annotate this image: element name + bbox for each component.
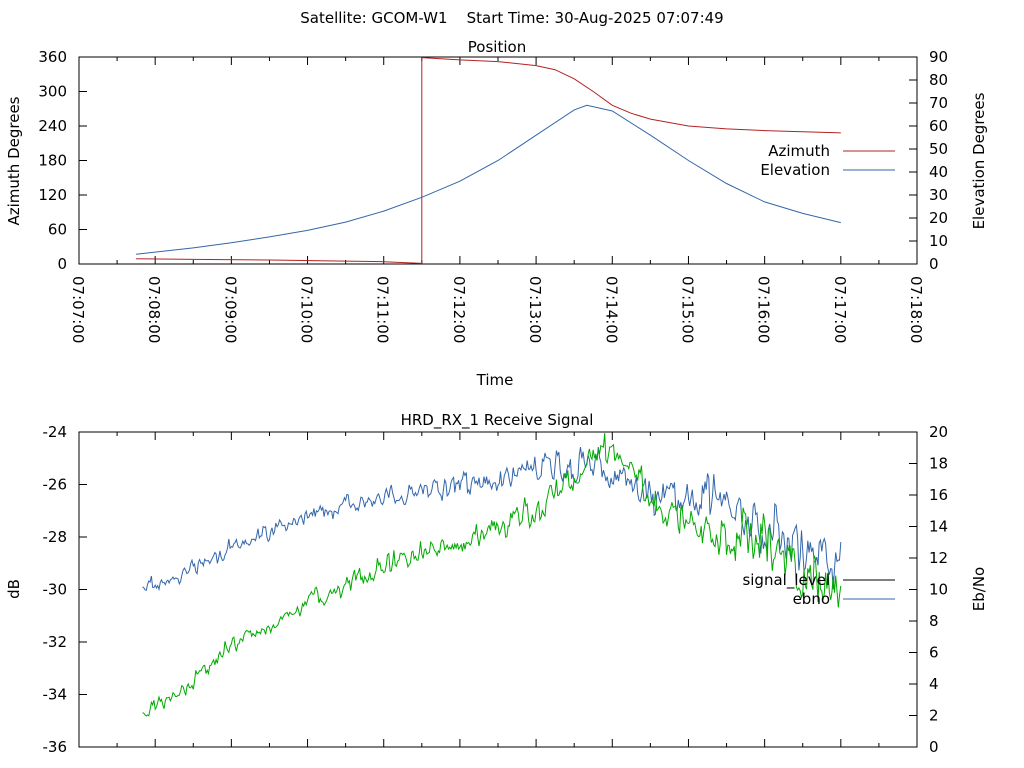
legend-label-azimuth: Azimuth bbox=[768, 142, 830, 160]
signal-title: HRD_RX_1 Receive Signal bbox=[401, 411, 594, 430]
position-y2-tick-label: 90 bbox=[929, 48, 948, 66]
position-y2-tick-label: 50 bbox=[929, 140, 948, 158]
position-y-tick-label: 120 bbox=[38, 186, 67, 204]
signal-plot-frame bbox=[78, 431, 918, 748]
position-y-tick-label: 240 bbox=[38, 117, 67, 135]
signal-level-trace bbox=[142, 447, 842, 592]
position-x-tick-label: 07:17:00 bbox=[831, 276, 849, 343]
signal-y-tick-label: -28 bbox=[43, 528, 68, 546]
position-y-tick-label: 360 bbox=[38, 48, 67, 66]
signal-y2-tick-label: 0 bbox=[929, 738, 939, 756]
signal-y-tick-label: -32 bbox=[43, 633, 68, 651]
signal-y2-tick-label: 2 bbox=[929, 707, 939, 725]
position-x-tick-label: 07:14:00 bbox=[602, 276, 620, 343]
position-y2-tick-label: 10 bbox=[929, 232, 948, 250]
signal-y-tick-label: -36 bbox=[43, 738, 68, 756]
position-x-tick-label: 07:08:00 bbox=[145, 276, 163, 343]
position-x-tick-label: 07:18:00 bbox=[907, 276, 925, 343]
position-x-tick-label: 07:10:00 bbox=[298, 276, 316, 343]
signal-y2-tick-label: 16 bbox=[929, 486, 948, 504]
position-y-tick-label: 0 bbox=[57, 255, 67, 273]
position-y-tick-label: 300 bbox=[38, 83, 67, 101]
signal-axes: -36 -34 -32 -30 -28 -26 -24 0 2 4 6 8 10 12 14 16 18 20 bbox=[43, 423, 949, 756]
signal-series bbox=[142, 433, 842, 717]
position-y2-tick-label: 70 bbox=[929, 94, 948, 112]
position-x-tick-label: 07:12:00 bbox=[450, 276, 468, 343]
signal-y-tick-label: -34 bbox=[43, 686, 68, 704]
signal-chart: HRD_RX_1 Receive Signal -36-34-32-30-28-… bbox=[5, 411, 988, 756]
ebno-trace bbox=[142, 433, 842, 717]
position-y-tick-label: 60 bbox=[48, 221, 67, 239]
position-y2-tick-label: 80 bbox=[929, 71, 948, 89]
position-title: Position bbox=[468, 38, 526, 56]
signal-y-tick-label: -24 bbox=[43, 423, 68, 441]
signal-y2-tick-label: 18 bbox=[929, 455, 948, 473]
position-x-tick-label: 07:07:00 bbox=[69, 276, 87, 343]
signal-y2-tick-label: 4 bbox=[929, 675, 939, 693]
signal-y-axis-label: dB bbox=[5, 579, 23, 599]
position-x-tick-label: 07:11:00 bbox=[374, 276, 392, 343]
position-y-tick-label: 180 bbox=[38, 152, 67, 170]
position-axes: 0 60 120 180 240 300 360 0 10 20 30 40 50 60 70 80 90 07:… bbox=[38, 48, 948, 343]
signal-legend: signal_level ebno bbox=[742, 571, 895, 608]
position-chart: Position 0 60 120 180 240 300 360 0 10 20 30 40 50 60… bbox=[5, 38, 988, 389]
position-x-tick-label: 07:13:00 bbox=[526, 276, 544, 343]
position-y2-axis-label: Elevation Degrees bbox=[970, 92, 988, 229]
position-y2-tick-label: 0 bbox=[929, 255, 939, 273]
position-x-tick-label: 07:16:00 bbox=[755, 276, 773, 343]
position-y2-tick-label: 20 bbox=[929, 209, 948, 227]
position-x-tick-label: 07:15:00 bbox=[678, 276, 696, 343]
signal-y2-tick-label: 14 bbox=[929, 518, 948, 536]
header-title: Satellite: GCOM-W1 Start Time: 30-Aug-20… bbox=[300, 9, 723, 27]
signal-y2-tick-label: 10 bbox=[929, 581, 948, 599]
legend-label-ebno: ebno bbox=[793, 590, 830, 608]
position-series-line-elevation bbox=[136, 104, 841, 255]
signal-y-tick-label: -26 bbox=[43, 476, 68, 494]
position-y-axis-label: Azimuth Degrees bbox=[5, 96, 23, 225]
signal-y2-tick-label: 20 bbox=[929, 423, 948, 441]
legend-label-signal-level: signal_level bbox=[742, 571, 830, 590]
legend-label-elevation: Elevation bbox=[760, 161, 830, 179]
position-series-line-azimuth bbox=[136, 57, 841, 264]
position-x-tick-label: 07:09:00 bbox=[221, 276, 239, 343]
position-series bbox=[136, 57, 841, 264]
position-x-axis-label: Time bbox=[476, 371, 514, 389]
signal-y-tick-label: -30 bbox=[43, 581, 68, 599]
position-y2-tick-label: 40 bbox=[929, 163, 948, 181]
signal-y2-axis-label: Eb/No bbox=[970, 567, 988, 611]
position-y2-tick-label: 60 bbox=[929, 117, 948, 135]
signal-y2-tick-label: 8 bbox=[929, 612, 939, 630]
signal-y2-tick-label: 6 bbox=[929, 644, 939, 662]
position-y2-tick-label: 30 bbox=[929, 186, 948, 204]
signal-y2-tick-label: 12 bbox=[929, 549, 948, 567]
position-legend: Azimuth Elevation bbox=[760, 142, 895, 179]
